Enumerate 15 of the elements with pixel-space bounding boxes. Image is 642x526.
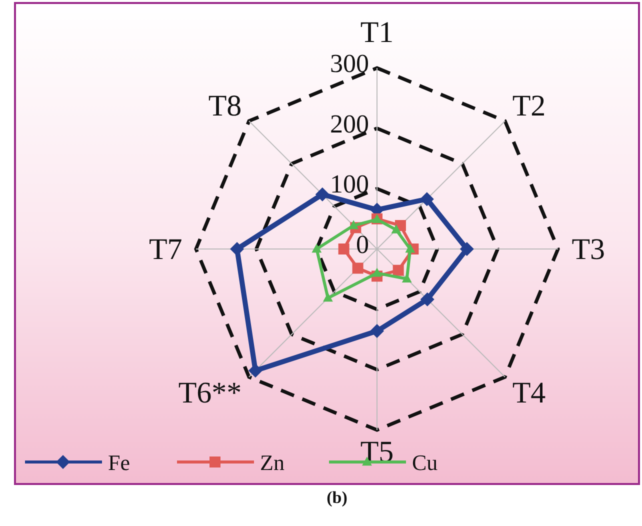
y-tick-label: 0: [356, 230, 369, 259]
spoke-label: T2: [512, 90, 546, 123]
legend-label: Zn: [260, 450, 284, 475]
legend-label: Fe: [108, 450, 130, 475]
y-tick-label: 100: [330, 170, 369, 199]
spoke-label: T4: [512, 376, 546, 410]
spoke-label: T7: [148, 233, 182, 266]
y-tick-label: 300: [330, 49, 369, 78]
spoke-label: T6**: [178, 376, 242, 410]
y-tick-label: 200: [330, 109, 369, 138]
spoke-label: T1: [360, 16, 394, 49]
legend-label: Cu: [412, 450, 438, 475]
text: (b): [326, 488, 348, 507]
spoke-label: T8: [208, 90, 242, 123]
spoke-label: T3: [572, 233, 606, 266]
